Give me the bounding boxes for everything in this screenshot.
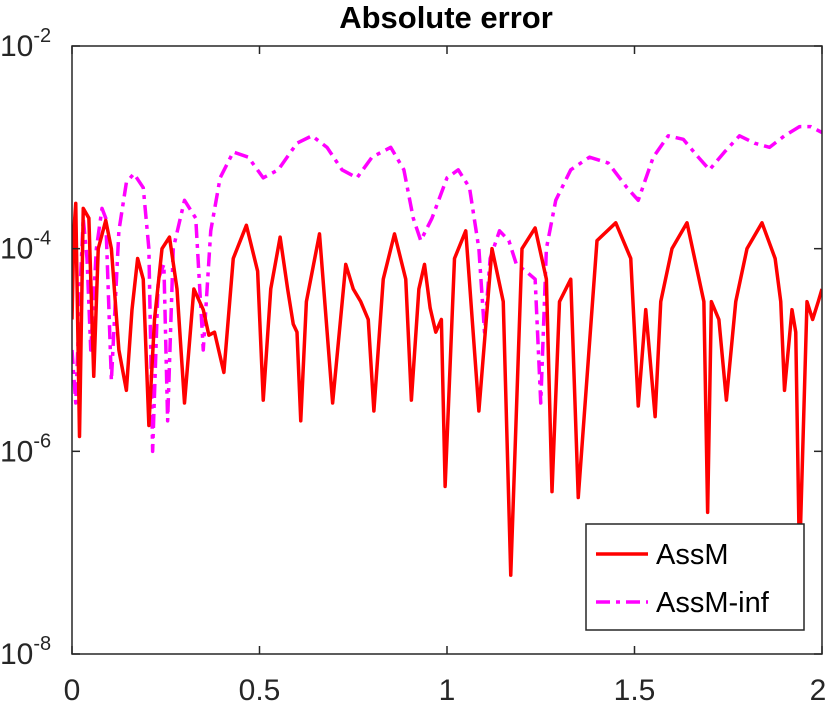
y-tick-label: 10-6 (0, 430, 51, 468)
x-tick-label: 0 (64, 674, 81, 706)
series-line-assm (72, 201, 822, 577)
y-tick-label: 10-2 (0, 25, 51, 63)
y-tick-label: 10-8 (0, 633, 51, 671)
series-layer (72, 124, 822, 577)
y-axis: 10-8 10-6 10-4 10-2 (0, 25, 822, 671)
x-axis: 0 0.5 1 1.5 2 (64, 46, 827, 706)
legend-box (585, 523, 805, 631)
legend-label: AssM (656, 539, 729, 571)
x-tick-label: 2 (810, 674, 827, 706)
y-tick-label: 10-4 (0, 228, 51, 266)
legend: AssM AssM-inf (585, 523, 805, 631)
series-line-assm-inf (72, 124, 822, 454)
x-tick-label: 0.5 (239, 674, 281, 706)
x-tick-label: 1.5 (614, 674, 656, 706)
legend-label: AssM-inf (656, 587, 770, 619)
chart-title: Absolute error (339, 0, 553, 35)
x-tick-label: 1 (439, 674, 456, 706)
